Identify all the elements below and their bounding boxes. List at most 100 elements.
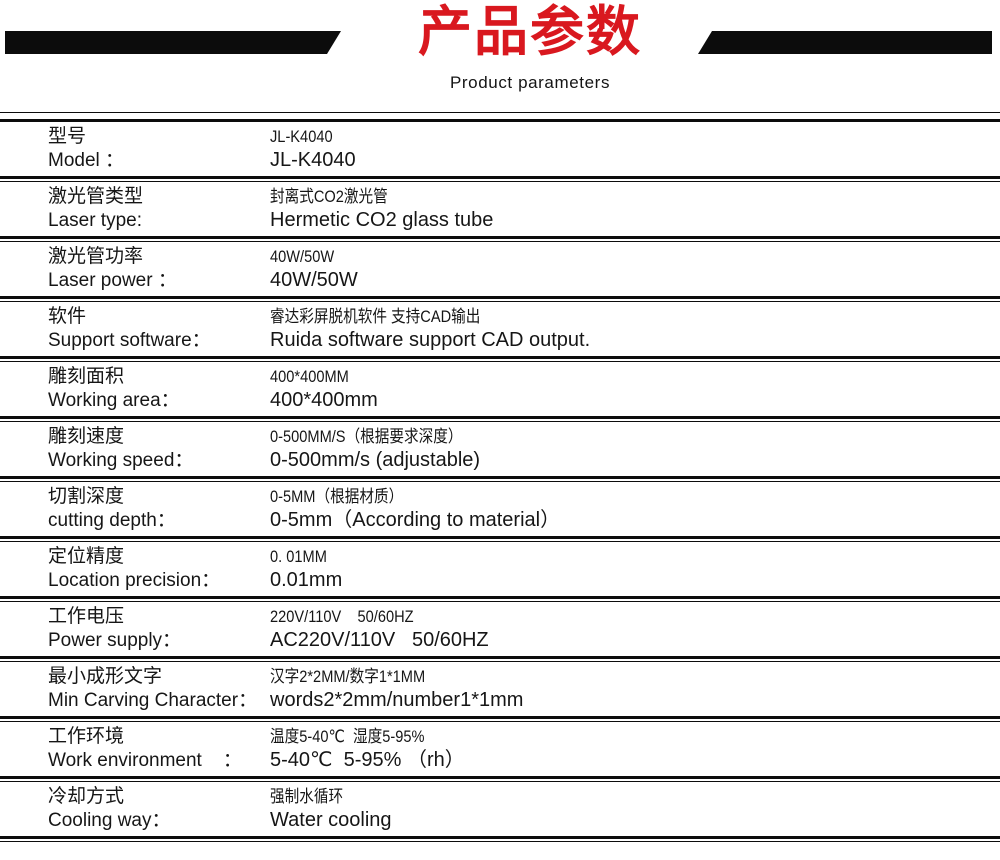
table-row: 工作电压 Power supply： 220V/110V 50/60HZ AC2… bbox=[0, 602, 1000, 656]
table-row: 工作环境 Work environment ： 温度5-40℃ 湿度5-95% … bbox=[0, 722, 1000, 776]
row-separator bbox=[0, 716, 1000, 722]
row-separator bbox=[0, 776, 1000, 782]
table-row: 激光管功率 Laser power ： 40W/50W 40W/50W bbox=[0, 242, 1000, 296]
row-value-primary: 0-500MM/S（根据要求深度） bbox=[270, 426, 463, 446]
row-label-cell: 雕刻速度 Working speed： bbox=[0, 422, 270, 476]
page-title: 产品参数 bbox=[418, 2, 642, 62]
row-value-cell: 睿达彩屏脱机软件 支持CAD输出 Ruida software support … bbox=[270, 302, 1000, 356]
row-label-zh: 雕刻面积 bbox=[48, 366, 125, 387]
table-row: 软件 Support software： 睿达彩屏脱机软件 支持CAD输出 Ru… bbox=[0, 302, 1000, 356]
table-rows: 型号 Model ： JL-K4040 JL-K4040 激光管类型 Laser… bbox=[0, 122, 1000, 842]
row-label-zh: 工作环境 bbox=[48, 726, 125, 747]
row-value-secondary: 400*400mm bbox=[270, 388, 378, 411]
row-value-cell: 0. 01MM 0.01mm bbox=[270, 542, 1000, 596]
page-subtitle: Product parameters bbox=[449, 73, 611, 92]
table-row: 雕刻面积 Working area： 400*400MM 400*400mm bbox=[0, 362, 1000, 416]
row-value-secondary: AC220V/110V 50/60HZ bbox=[270, 628, 489, 651]
row-label-cell: 最小成形文字 Min Carving Character： bbox=[0, 662, 270, 716]
table-row: 型号 Model ： JL-K4040 JL-K4040 bbox=[0, 122, 1000, 176]
row-label-zh: 工作电压 bbox=[48, 606, 125, 627]
row-value-cell: 40W/50W 40W/50W bbox=[270, 242, 1000, 296]
row-value-secondary: 0-5mm（According to material） bbox=[270, 508, 561, 531]
row-label-zh: 激光管类型 bbox=[48, 186, 144, 207]
row-label-cell: 激光管功率 Laser power ： bbox=[0, 242, 270, 296]
row-label-cell: 软件 Support software： bbox=[0, 302, 270, 356]
row-label-zh: 冷却方式 bbox=[48, 786, 125, 807]
row-value-primary: 强制水循环 bbox=[270, 786, 344, 806]
table-row: 最小成形文字 Min Carving Character： 汉字2*2MM/数字… bbox=[0, 662, 1000, 716]
row-value-cell: 温度5-40℃ 湿度5-95% 5-40℃ 5-95% （rh） bbox=[270, 722, 1000, 776]
row-value-secondary: 0-500mm/s (adjustable) bbox=[270, 448, 481, 471]
row-label-en: Min Carving Character： bbox=[48, 690, 258, 711]
table-row: 雕刻速度 Working speed： 0-500MM/S（根据要求深度） 0-… bbox=[0, 422, 1000, 476]
row-value-primary: 0-5MM（根据材质） bbox=[270, 486, 404, 506]
row-label-zh: 激光管功率 bbox=[48, 246, 144, 267]
row-value-primary: 温度5-40℃ 湿度5-95% bbox=[270, 726, 425, 746]
row-label-cell: 工作电压 Power supply： bbox=[0, 602, 270, 656]
row-label-en: Laser type: bbox=[48, 210, 142, 231]
row-label-cell: 定位精度 Location precision： bbox=[0, 542, 270, 596]
row-label-en: Support software： bbox=[48, 330, 211, 351]
row-value-cell: 汉字2*2MM/数字1*1MM words2*2mm/number1*1mm bbox=[270, 662, 1000, 716]
row-label-en: Power supply： bbox=[48, 630, 182, 651]
row-value-secondary: 40W/50W bbox=[270, 268, 358, 291]
row-label-en: Laser power ： bbox=[48, 270, 177, 291]
row-separator bbox=[0, 536, 1000, 542]
row-value-primary: JL-K4040 bbox=[270, 126, 333, 146]
row-value-cell: 220V/110V 50/60HZ AC220V/110V 50/60HZ bbox=[270, 602, 1000, 656]
spec-table: 型号 Model ： JL-K4040 JL-K4040 激光管类型 Laser… bbox=[0, 112, 1000, 842]
row-value-primary: 0. 01MM bbox=[270, 546, 327, 566]
row-label-zh: 定位精度 bbox=[48, 546, 125, 567]
table-row: 冷却方式 Cooling way： 强制水循环 Water cooling bbox=[0, 782, 1000, 836]
header-left-bar bbox=[5, 31, 341, 54]
row-value-cell: 0-5MM（根据材质） 0-5mm（According to material） bbox=[270, 482, 1000, 536]
row-label-en: Cooling way： bbox=[48, 810, 171, 831]
row-label-en: Working area： bbox=[48, 390, 180, 411]
table-row: 切割深度 cutting depth： 0-5MM（根据材质） 0-5mm（Ac… bbox=[0, 482, 1000, 536]
row-value-secondary: JL-K4040 bbox=[270, 148, 356, 171]
row-value-secondary: 0.01mm bbox=[270, 568, 343, 591]
row-value-primary: 封离式CO2激光管 bbox=[270, 186, 388, 206]
row-value-cell: 0-500MM/S（根据要求深度） 0-500mm/s (adjustable) bbox=[270, 422, 1000, 476]
row-label-cell: 切割深度 cutting depth： bbox=[0, 482, 270, 536]
row-value-secondary: Hermetic CO2 glass tube bbox=[270, 208, 494, 231]
header-right-bar bbox=[698, 31, 992, 54]
row-value-primary: 40W/50W bbox=[270, 246, 335, 266]
table-row: 激光管类型 Laser type: 封离式CO2激光管 Hermetic CO2… bbox=[0, 182, 1000, 236]
row-separator bbox=[0, 596, 1000, 602]
row-separator bbox=[0, 236, 1000, 242]
row-label-cell: 雕刻面积 Working area： bbox=[0, 362, 270, 416]
row-value-primary: 睿达彩屏脱机软件 支持CAD输出 bbox=[270, 306, 481, 326]
row-value-cell: 400*400MM 400*400mm bbox=[270, 362, 1000, 416]
row-value-secondary: Water cooling bbox=[270, 808, 392, 831]
row-label-cell: 冷却方式 Cooling way： bbox=[0, 782, 270, 836]
row-label-cell: 型号 Model ： bbox=[0, 122, 270, 176]
row-label-zh: 型号 bbox=[48, 126, 87, 147]
row-label-en: Model ： bbox=[48, 150, 125, 171]
row-label-zh: 软件 bbox=[48, 306, 87, 327]
table-row: 定位精度 Location precision： 0. 01MM 0.01mm bbox=[0, 542, 1000, 596]
row-value-primary: 汉字2*2MM/数字1*1MM bbox=[270, 666, 426, 686]
row-separator bbox=[0, 176, 1000, 182]
row-label-cell: 工作环境 Work environment ： bbox=[0, 722, 270, 776]
row-value-primary: 220V/110V 50/60HZ bbox=[270, 606, 414, 626]
row-label-zh: 最小成形文字 bbox=[48, 666, 163, 687]
row-separator bbox=[0, 296, 1000, 302]
row-separator bbox=[0, 416, 1000, 422]
row-value-secondary: 5-40℃ 5-95% （rh） bbox=[270, 748, 465, 771]
table-top-border bbox=[0, 112, 1000, 122]
row-label-zh: 雕刻速度 bbox=[48, 426, 125, 447]
row-value-cell: JL-K4040 JL-K4040 bbox=[270, 122, 1000, 176]
row-value-cell: 封离式CO2激光管 Hermetic CO2 glass tube bbox=[270, 182, 1000, 236]
row-label-zh: 切割深度 bbox=[48, 486, 125, 507]
row-separator bbox=[0, 836, 1000, 842]
row-separator bbox=[0, 656, 1000, 662]
row-label-en: Working speed： bbox=[48, 450, 194, 471]
header: 产品参数 Product parameters bbox=[0, 0, 1000, 112]
row-value-cell: 强制水循环 Water cooling bbox=[270, 782, 1000, 836]
row-value-secondary: words2*2mm/number1*1mm bbox=[270, 688, 524, 711]
row-separator bbox=[0, 476, 1000, 482]
row-label-cell: 激光管类型 Laser type: bbox=[0, 182, 270, 236]
row-label-en: Location precision： bbox=[48, 570, 221, 591]
